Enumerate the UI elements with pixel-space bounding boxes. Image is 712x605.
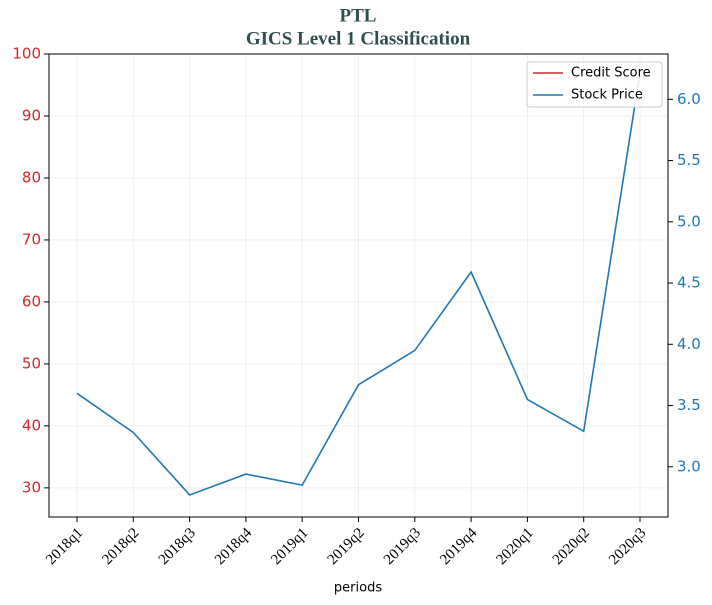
legend-label: Stock Price: [571, 88, 643, 103]
x-tick-label: 2020q3: [606, 525, 649, 568]
y-tick-label: 30: [22, 478, 41, 496]
y-tick-label: 90: [22, 106, 41, 124]
y-tick-label: 60: [22, 292, 41, 310]
series-line: [76, 72, 641, 496]
y-tick-label: 80: [22, 168, 41, 186]
x-tick-label: 2019q2: [325, 525, 368, 568]
y2-tick-label: 3.0: [677, 457, 701, 475]
y-tick-label: 70: [22, 230, 41, 248]
y2-tick-label: 5.5: [677, 151, 701, 169]
x-tick-label: 2019q1: [268, 525, 311, 568]
x-tick-label: 2020q2: [550, 525, 593, 568]
x-tick-label: 2018q2: [99, 525, 142, 568]
y-tick-label: 100: [12, 45, 41, 63]
y2-tick-label: 4.5: [677, 274, 701, 292]
y-tick-label: 50: [22, 354, 41, 372]
plot-frame: [48, 53, 669, 518]
y2-tick-label: 5.0: [677, 212, 701, 230]
x-tick-label: 2020q1: [494, 525, 537, 568]
chart-title: PTL: [340, 5, 377, 26]
chart-subtitle: GICS Level 1 Classification: [246, 28, 471, 49]
x-axis-label: periods: [334, 581, 382, 596]
y2-tick-label: 3.5: [677, 396, 701, 414]
y-tick-label: 40: [22, 416, 41, 434]
y2-tick-label: 4.0: [677, 335, 701, 353]
y2-tick-label: 6.0: [677, 90, 701, 108]
legend-label: Credit Score: [571, 66, 651, 81]
x-tick-label: 2019q4: [437, 525, 480, 568]
x-tick-label: 2018q1: [43, 525, 86, 568]
x-tick-label: 2018q3: [156, 525, 199, 568]
x-tick-label: 2019q3: [381, 525, 424, 568]
x-tick-label: 2018q4: [212, 525, 255, 568]
